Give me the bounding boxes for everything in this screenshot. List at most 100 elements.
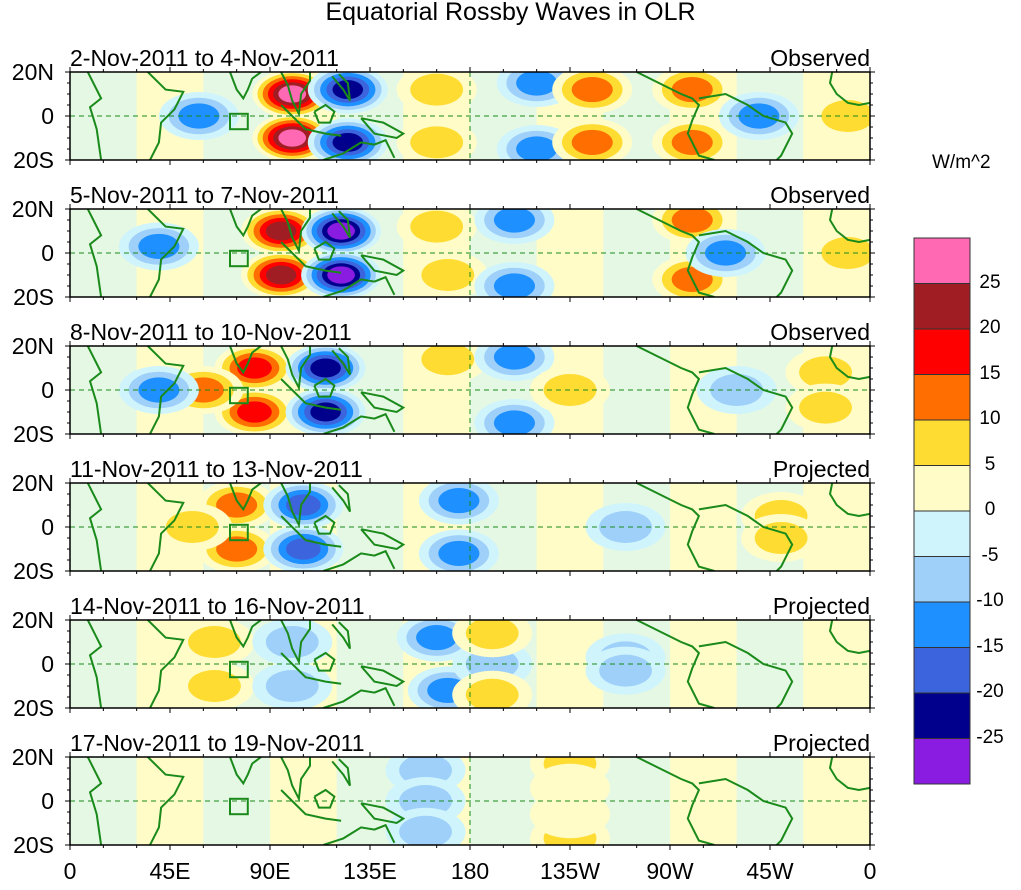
coastline <box>229 346 262 375</box>
colorbar-swatch <box>913 556 971 603</box>
contour-cell <box>286 494 321 516</box>
contour-cell <box>416 625 458 651</box>
coastline <box>360 528 406 551</box>
colorbar-swatch <box>913 692 971 739</box>
coastline <box>322 549 396 571</box>
coastline <box>86 346 103 434</box>
panel-date-range: 17-Nov-2011 to 19-Nov-2011 <box>70 730 365 756</box>
colorbar-label: 25 <box>979 271 1001 293</box>
coastline <box>331 210 351 239</box>
y-tick-label: 20N <box>11 744 54 770</box>
colorbar-swatch <box>913 237 971 284</box>
x-tick-label: 45W <box>746 858 794 884</box>
panel-3 <box>65 341 875 439</box>
coastline <box>229 620 262 649</box>
contour-cell <box>216 492 258 518</box>
reference-box <box>229 523 249 542</box>
panel-status: Observed <box>770 45 870 71</box>
coastline <box>86 72 103 160</box>
contour-cell <box>599 654 652 687</box>
reference-box <box>229 797 249 816</box>
panel-status: Projected <box>772 593 870 619</box>
colorbar-units: W/m^2 <box>932 152 991 173</box>
coastline <box>360 254 406 277</box>
panel-4 <box>65 478 875 576</box>
x-tick-label: 45E <box>149 858 191 884</box>
contour-cell <box>671 77 713 103</box>
coastline <box>280 652 342 685</box>
contour-cell <box>799 391 852 424</box>
y-tick-label: 20S <box>13 284 54 310</box>
contour-cell <box>216 536 258 562</box>
colorbar-swatch <box>913 647 971 694</box>
contour-cell <box>399 815 452 845</box>
coastline <box>147 757 185 845</box>
panel-date-range: 2-Nov-2011 to 4-Nov-2011 <box>70 45 339 71</box>
coastline <box>360 802 406 825</box>
coastline <box>360 665 406 688</box>
contour-cell <box>278 129 307 147</box>
panel-date-range: 5-Nov-2011 to 7-Nov-2011 <box>70 182 339 208</box>
panel-status: Projected <box>772 730 870 756</box>
contour-cell <box>493 410 536 434</box>
coastline <box>322 412 396 434</box>
coastline <box>313 377 336 398</box>
colorbar-label: 20 <box>979 317 1001 338</box>
panel-date-range: 14-Nov-2011 to 16-Nov-2011 <box>70 593 365 619</box>
panel-status: Projected <box>772 456 870 482</box>
coastline <box>322 823 396 845</box>
coastline <box>147 72 185 160</box>
coastline <box>280 104 342 137</box>
coastline <box>828 72 870 107</box>
reference-box <box>229 249 249 268</box>
contour-cell <box>530 790 610 839</box>
y-tick-label: 20S <box>13 832 54 858</box>
coastline <box>147 209 185 297</box>
contour-cell <box>286 538 321 560</box>
coastline <box>828 757 870 792</box>
coastline <box>828 620 870 655</box>
contour-cell <box>516 72 558 96</box>
y-tick-label: 0 <box>41 788 54 814</box>
contour-cell <box>265 670 319 702</box>
coastline <box>86 483 103 571</box>
coastline <box>636 620 715 708</box>
coastline <box>331 73 351 102</box>
coastline <box>86 757 103 845</box>
coastline <box>636 757 715 845</box>
contour-cell <box>332 132 364 152</box>
reference-box <box>229 386 249 405</box>
coastline <box>698 640 794 708</box>
x-tick-label: 90E <box>249 858 291 884</box>
coastline <box>322 138 396 160</box>
coastline <box>331 484 351 513</box>
x-tick-label: 135W <box>539 858 601 884</box>
contour-cell <box>421 346 475 376</box>
x-tick-label: 0 <box>63 858 77 884</box>
contour-cell <box>438 540 480 566</box>
coastline <box>229 72 262 101</box>
colorbar-swatch <box>913 283 971 330</box>
y-tick-label: 0 <box>41 514 54 540</box>
y-tick-label: 20S <box>13 421 54 447</box>
contour-cell <box>188 670 241 702</box>
coastline <box>636 72 715 160</box>
x-tick-label: 90W <box>646 858 694 884</box>
contour-cell <box>138 377 180 403</box>
coastline <box>828 346 870 381</box>
contour-cell <box>237 401 272 423</box>
contour-cell <box>465 678 519 708</box>
contour-cell <box>516 136 558 160</box>
x-tick-label: 135E <box>343 858 397 884</box>
coastline <box>229 209 262 238</box>
coastline <box>313 240 336 261</box>
colorbar-label: -10 <box>976 590 1004 611</box>
coastline <box>147 483 185 571</box>
colorbar-label: 0 <box>984 499 996 520</box>
coastline <box>331 347 351 376</box>
contour-cell <box>188 626 241 658</box>
colorbar-swatch <box>913 465 971 512</box>
contour-cell <box>493 273 536 297</box>
coastline <box>147 346 185 434</box>
coastline <box>313 788 336 809</box>
